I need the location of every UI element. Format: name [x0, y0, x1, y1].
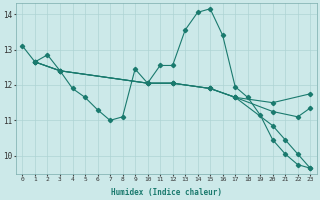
X-axis label: Humidex (Indice chaleur): Humidex (Indice chaleur) — [111, 188, 222, 197]
